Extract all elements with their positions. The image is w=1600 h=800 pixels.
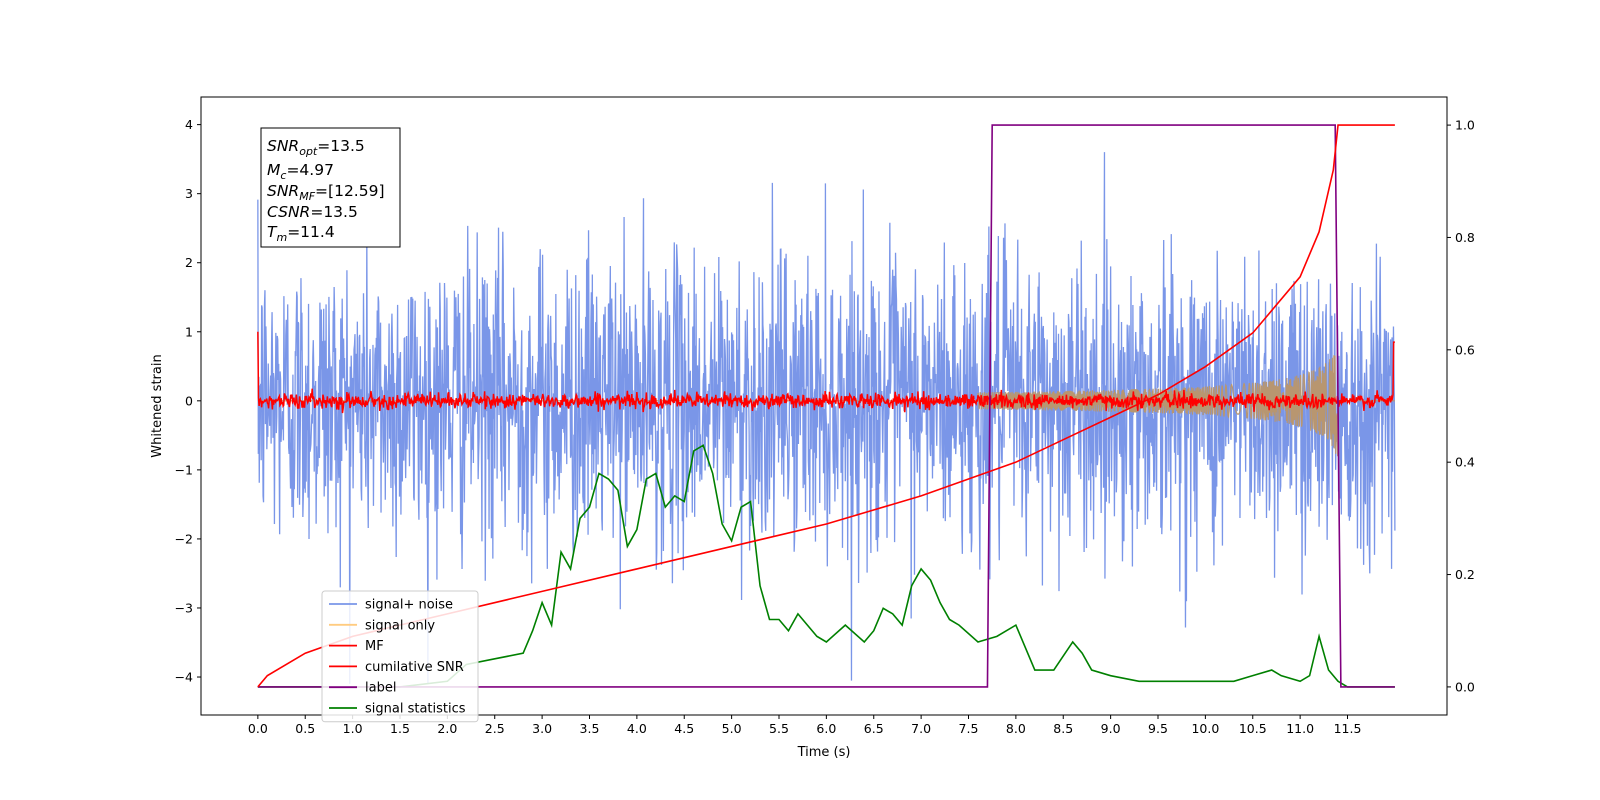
- x-tick-label: 3.0: [532, 721, 552, 736]
- stats-mc: Mc=4.97: [267, 161, 334, 182]
- legend-frame: [321, 590, 479, 723]
- x-tick-label: 9.5: [1148, 721, 1168, 736]
- x-axis-label: Time (s): [797, 745, 851, 760]
- y-axis-right: 1.0 0.8 0.6 0.4 0.2 0.0: [1447, 118, 1475, 694]
- x-tick-label: 5.0: [722, 721, 742, 736]
- legend-label: MF: [365, 639, 384, 654]
- x-tick-label: 8.5: [1053, 721, 1073, 736]
- stats-box-frame: [260, 127, 401, 248]
- y-tick-label-left: −3: [175, 600, 193, 615]
- stats-snr-mf: SNRMF=[12.59]: [267, 182, 385, 203]
- stats-snr-opt: SNRopt=13.5: [267, 137, 365, 158]
- y-tick-label-right: 0.2: [1455, 567, 1475, 582]
- y-tick-label-right: 0.0: [1455, 679, 1475, 694]
- x-tick-label: 3.5: [580, 721, 600, 736]
- x-tick-label: 10.5: [1239, 721, 1267, 736]
- x-tick-label: 11.0: [1286, 721, 1314, 736]
- legend-label: signal+ noise: [365, 598, 453, 613]
- legend-label: signal only: [365, 618, 435, 633]
- x-tick-label: 7.0: [911, 721, 931, 736]
- stats-csnr: CSNR=13.5: [267, 203, 358, 221]
- x-tick-label: 1.5: [390, 721, 410, 736]
- y-tick-label-left: 0: [185, 393, 193, 408]
- legend-label: cumilative SNR: [365, 660, 464, 675]
- x-tick-label: 10.0: [1191, 721, 1219, 736]
- series-label: [257, 124, 1395, 688]
- series-signal-noise: [257, 152, 1396, 684]
- y-tick-label-left: 1: [185, 324, 193, 339]
- x-tick-label: 2.5: [485, 721, 505, 736]
- legend: signal+ noise signal only MF cumilative SNR…: [321, 590, 479, 723]
- y-axis-left: 4 3 2 1 0 −1 −2 −3 −4: [175, 117, 201, 685]
- plot-frame: [200, 96, 1448, 716]
- x-tick-label: 6.0: [816, 721, 836, 736]
- series-signal-statistics: [257, 444, 1395, 688]
- y-tick-label-right: 1.0: [1455, 118, 1475, 133]
- y-tick-label-left: 3: [185, 186, 193, 201]
- x-tick-label: 5.5: [769, 721, 789, 736]
- x-tick-label: 11.5: [1334, 721, 1362, 736]
- stats-box: SNRopt=13.5 Mc=4.97 SNRMF=[12.59] CSNR=1…: [260, 127, 401, 248]
- x-tick-label: 6.5: [864, 721, 884, 736]
- y-tick-label-left: −1: [175, 462, 193, 477]
- legend-label: signal statistics: [365, 702, 466, 717]
- x-tick-label: 8.0: [1006, 721, 1026, 736]
- y-tick-label-right: 0.6: [1455, 342, 1475, 357]
- x-tick-label: 4.0: [627, 721, 647, 736]
- y-tick-label-right: 0.4: [1455, 455, 1475, 470]
- y-axis-label: Whitened strain: [150, 354, 165, 457]
- stats-tm: Tm=11.4: [267, 223, 335, 244]
- x-tick-label: 0.5: [295, 721, 315, 736]
- legend-label: label: [365, 681, 396, 696]
- y-tick-label-left: −2: [175, 531, 193, 546]
- y-tick-label-right: 0.8: [1455, 230, 1475, 245]
- x-tick-label: 0.0: [248, 721, 268, 736]
- x-tick-label: 1.0: [343, 721, 363, 736]
- x-tick-label: 7.5: [959, 721, 979, 736]
- series-mf: [257, 331, 1395, 414]
- x-axis: 0.0 0.5 1.0 1.5 2.0 2.5 3.0 3.5 4.0 4.5 5.0 5.5 6.0 6…: [248, 715, 1362, 736]
- x-tick-label: 9.0: [1101, 721, 1121, 736]
- y-tick-label-left: −4: [175, 670, 193, 685]
- y-tick-label-left: 2: [185, 255, 193, 270]
- plot-area: [257, 124, 1396, 688]
- x-tick-label: 4.5: [674, 721, 694, 736]
- y-tick-label-left: 4: [185, 117, 193, 132]
- x-tick-label: 2.0: [437, 721, 457, 736]
